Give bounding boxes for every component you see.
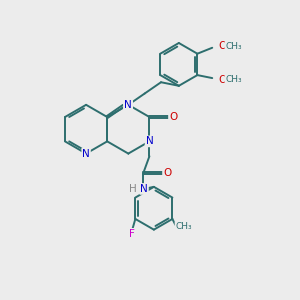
Text: O: O <box>124 99 132 109</box>
Text: N: N <box>146 136 153 146</box>
Text: CH₃: CH₃ <box>225 75 242 84</box>
Text: O: O <box>163 168 171 178</box>
Text: N: N <box>82 148 90 159</box>
Text: N: N <box>124 100 132 110</box>
Text: CH₃: CH₃ <box>176 222 192 231</box>
Text: F: F <box>129 229 135 239</box>
Text: CH₃: CH₃ <box>225 42 242 51</box>
Text: O: O <box>218 75 227 85</box>
Text: O: O <box>169 112 177 122</box>
Text: N: N <box>140 184 148 194</box>
Text: H: H <box>129 184 137 194</box>
Text: O: O <box>218 41 227 51</box>
